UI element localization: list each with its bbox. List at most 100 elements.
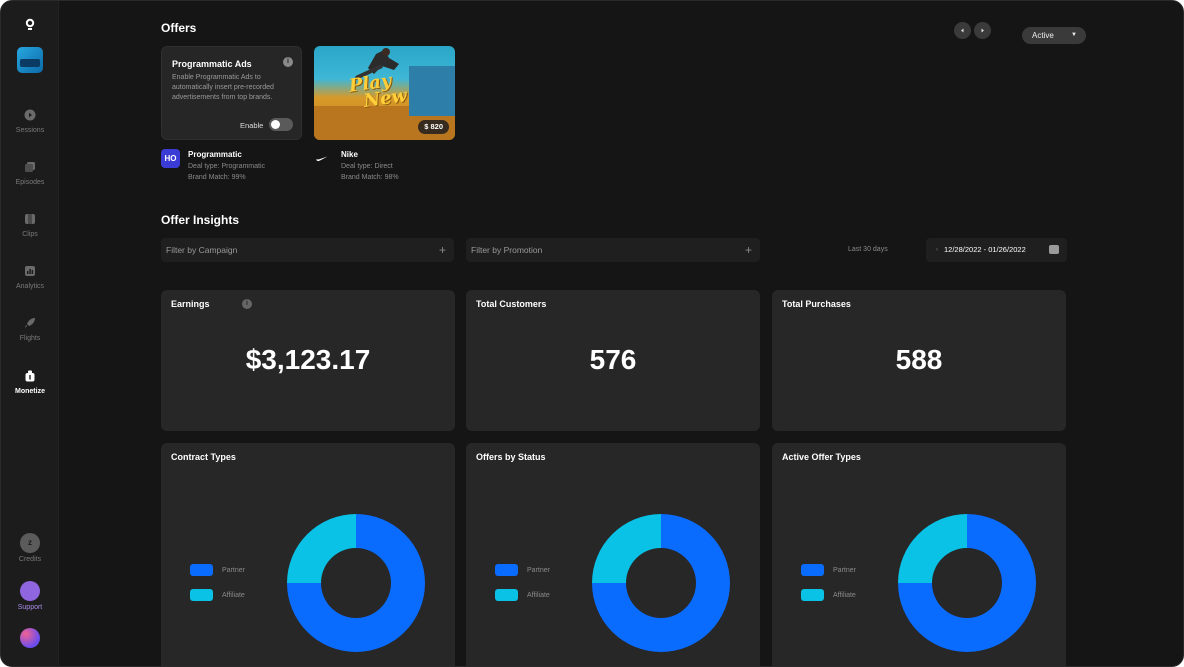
calendar-icon[interactable] xyxy=(1049,245,1059,254)
offers-title: Offers xyxy=(161,21,197,35)
show-thumbnail[interactable] xyxy=(17,47,43,73)
prev-button[interactable] xyxy=(954,22,971,39)
info-icon[interactable]: i xyxy=(242,299,252,309)
money-bag-icon xyxy=(25,370,35,382)
stat-value: $3,123.17 xyxy=(245,344,371,375)
legend-swatch xyxy=(190,564,213,576)
offer-name: Programmatic xyxy=(188,150,242,159)
next-button[interactable] xyxy=(974,22,991,39)
offer-meta-nike: Nike Deal type: Direct Brand Match: 98% xyxy=(341,150,399,181)
total-purchases-card: Total Purchases 588 xyxy=(772,290,1066,431)
legend-item-partner: Partner xyxy=(190,564,245,576)
sidebar-item-label: Analytics xyxy=(15,283,44,290)
legend-label: Affiliate xyxy=(833,591,856,599)
date-range-value: 12/28/2022 - 01/26/2022 xyxy=(944,245,1026,254)
programmatic-logo: HO xyxy=(161,149,180,168)
skater-image xyxy=(314,48,455,140)
programmatic-ads-card[interactable]: Programmatic Ads i Enable Programmatic A… xyxy=(161,46,302,140)
sidebar-item-support[interactable]: Support xyxy=(1,581,59,611)
sidebar-item-episodes[interactable]: Episodes xyxy=(1,161,59,186)
brand-match: Brand Match: 99% xyxy=(188,174,246,181)
stat-label: Total Purchases xyxy=(782,299,851,309)
sidebar-item-flights[interactable]: Flights xyxy=(1,317,59,342)
price-badge: $ 820 xyxy=(418,120,449,134)
nike-swoosh-icon xyxy=(316,156,328,161)
active-offer-types-card: Active Offer Types Partner Affiliate xyxy=(772,443,1066,666)
offers-by-status-card: Offers by Status Partner Affiliate xyxy=(466,443,760,666)
legend-item-affiliate: Affiliate xyxy=(495,589,550,601)
legend-label: Partner xyxy=(222,566,245,574)
sidebar-item-analytics[interactable]: Analytics xyxy=(1,265,59,290)
campaign-filter[interactable]: Filter by Campaign + xyxy=(161,238,454,262)
donut-slice-partner xyxy=(898,514,1036,652)
deal-type: Deal type: Programmatic xyxy=(188,163,266,170)
sidebar-item-sessions[interactable]: Sessions xyxy=(1,109,59,134)
chevron-left-icon: ‹ xyxy=(936,247,938,253)
support-chat-icon xyxy=(20,581,40,601)
app-logo-icon[interactable] xyxy=(23,17,37,31)
contract-types-donut xyxy=(287,514,425,652)
legend-swatch xyxy=(495,564,518,576)
deal-type: Deal type: Direct xyxy=(341,163,393,170)
stat-value: 588 xyxy=(895,344,943,375)
stat-value: 576 xyxy=(589,344,637,375)
legend-label: Affiliate xyxy=(527,591,550,599)
sidebar-item-label: Monetize xyxy=(15,388,45,395)
status-dropdown-value: Active xyxy=(1032,31,1054,40)
donut-slice-partner xyxy=(592,514,730,652)
card-description: Enable Programmatic Ads to automatically… xyxy=(172,74,274,101)
promotion-filter[interactable]: Filter by Promotion + xyxy=(466,238,760,262)
nike-offer-card[interactable]: Play New $ 820 xyxy=(314,46,455,140)
sidebar-item-clips[interactable]: Clips xyxy=(1,213,59,238)
chevron-left-icon xyxy=(961,28,964,33)
chevron-right-icon xyxy=(981,28,984,33)
legend-swatch xyxy=(801,589,824,601)
stat-label: Earnings xyxy=(171,299,210,309)
rocket-icon xyxy=(25,318,35,328)
sidebar-item-label: Support xyxy=(17,604,43,611)
plus-icon[interactable]: + xyxy=(438,243,446,257)
chart-title: Contract Types xyxy=(171,452,236,462)
sidebar: Sessions Episodes Clips Analytics Flight… xyxy=(1,1,59,666)
date-range-picker[interactable]: ‹ 12/28/2022 - 01/26/2022 xyxy=(926,238,1067,262)
donut-slice-affiliate xyxy=(287,514,356,583)
sidebar-item-label: Flights xyxy=(19,335,41,342)
active-offer-types-donut xyxy=(898,514,1036,652)
plus-icon[interactable]: + xyxy=(744,243,752,257)
legend-item-partner: Partner xyxy=(801,564,856,576)
sidebar-item-monetize[interactable]: Monetize xyxy=(1,370,59,395)
range-label: Last 30 days xyxy=(848,246,888,253)
legend-item-partner: Partner xyxy=(495,564,550,576)
contract-types-card: Contract Types Partner Affiliate xyxy=(161,443,455,666)
donut-slice-affiliate xyxy=(898,514,967,583)
insights-title: Offer Insights xyxy=(161,213,240,227)
stat-label: Total Customers xyxy=(476,299,547,309)
legend-item-affiliate: Affiliate xyxy=(190,589,245,601)
avatar[interactable] xyxy=(20,628,40,648)
status-dropdown[interactable]: Active ▼ xyxy=(1022,27,1086,44)
donut-slice-affiliate xyxy=(592,514,661,583)
image-caption: Play New xyxy=(348,70,409,112)
legend-label: Partner xyxy=(527,566,550,574)
sidebar-item-credits[interactable]: z Credits xyxy=(1,533,59,563)
sidebar-item-label: Credits xyxy=(18,556,42,563)
info-icon[interactable]: i xyxy=(283,57,293,67)
offer-meta-programmatic: Programmatic Deal type: Programmatic Bra… xyxy=(188,150,265,181)
chart-title: Offers by Status xyxy=(476,452,546,462)
legend-swatch xyxy=(801,564,824,576)
layers-icon xyxy=(25,162,35,172)
card-title: Programmatic Ads xyxy=(172,59,252,69)
donut-slice-partner xyxy=(287,514,425,652)
caret-down-icon: ▼ xyxy=(1071,32,1077,38)
sidebar-item-label: Clips xyxy=(22,231,38,238)
sidebar-item-label: Episodes xyxy=(15,179,45,186)
credits-icon: z xyxy=(20,533,40,553)
total-customers-card: Total Customers 576 xyxy=(466,290,760,431)
promotion-filter-placeholder: Filter by Promotion xyxy=(471,245,543,255)
campaign-filter-placeholder: Filter by Campaign xyxy=(166,245,238,255)
enable-toggle[interactable] xyxy=(269,118,293,131)
chart-title: Active Offer Types xyxy=(782,452,861,462)
bar-chart-icon xyxy=(25,266,35,276)
earnings-card: Earnings i $3,123.17 xyxy=(161,290,455,431)
